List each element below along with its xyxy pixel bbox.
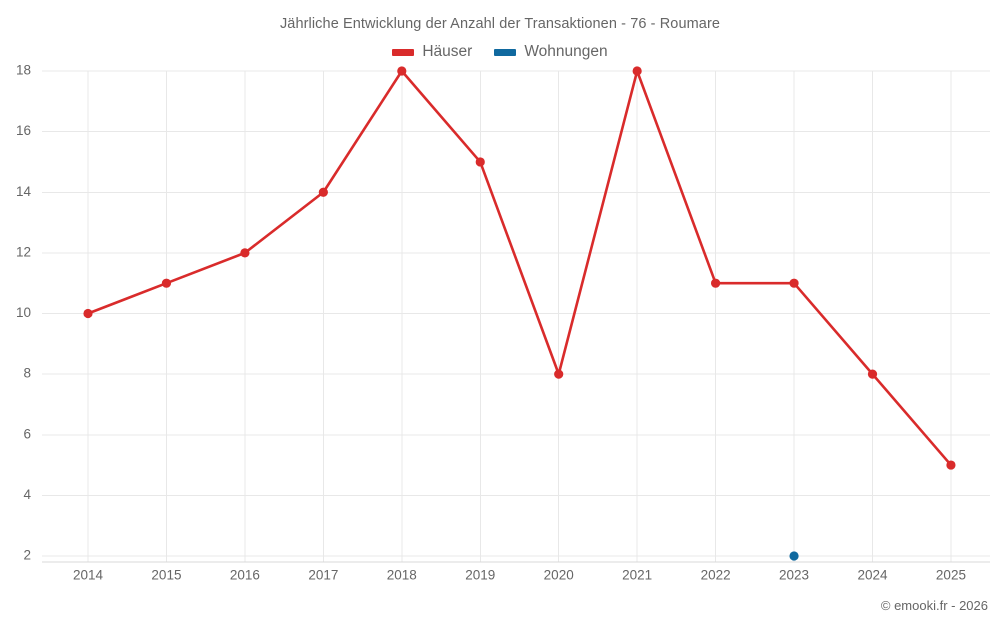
data-point (397, 66, 407, 76)
series-häuser (83, 66, 956, 470)
y-axis-tick-label: 18 (16, 63, 31, 78)
y-axis-tick-label: 12 (16, 244, 31, 259)
data-point (789, 551, 799, 561)
y-axis-tick-label: 2 (23, 548, 31, 563)
legend-label: Wohnungen (524, 43, 608, 60)
legend-swatch-icon (392, 48, 415, 56)
x-axis-tick-label: 2024 (857, 568, 888, 583)
y-axis-tick-label: 4 (23, 487, 31, 502)
x-axis-tick-label: 2015 (151, 568, 181, 583)
y-axis-tick-label: 10 (16, 305, 31, 320)
x-axis-tick-label: 2022 (701, 568, 731, 583)
y-axis-tick-label: 14 (16, 184, 32, 199)
data-point (711, 278, 721, 288)
y-axis-tick-label: 16 (16, 123, 31, 138)
data-point (161, 278, 172, 288)
x-axis-tick-label: 2025 (936, 568, 966, 583)
footer-credit: © emooki.fr - 2026 (880, 598, 988, 613)
data-series-layer (83, 66, 956, 561)
data-point (867, 369, 878, 379)
y-axis-ticks: 2 4 6 8 10 12 14 16 18 (16, 63, 32, 563)
series-line (86, 69, 953, 467)
data-point (789, 278, 799, 288)
data-point (83, 308, 93, 319)
data-point (946, 460, 956, 470)
legend-swatch-icon (494, 48, 517, 56)
y-axis-tick-label: 6 (23, 426, 31, 441)
data-point (475, 157, 485, 167)
data-point (632, 66, 642, 76)
data-point (554, 369, 564, 379)
x-axis-ticks: 2014 2015 2016 2017 2018 2019 2020 2021 2022 2023… (73, 568, 966, 583)
x-axis-tick-label: 2016 (230, 568, 260, 583)
x-axis-tick-label: 2020 (544, 568, 574, 583)
chart-legend: Häuser Wohnungen (0, 43, 1000, 61)
x-axis-tick-label: 2023 (779, 568, 809, 583)
gridlines (42, 70, 990, 563)
y-axis-tick-label: 8 (23, 366, 31, 381)
legend-label: Häuser (422, 43, 473, 60)
x-axis-tick-label: 2021 (622, 568, 652, 583)
data-point (318, 187, 328, 197)
x-axis-tick-label: 2018 (387, 568, 417, 583)
chart-title: Jährliche Entwicklung der Anzahl der Tra… (279, 16, 721, 32)
x-axis-tick-label: 2019 (465, 568, 495, 583)
x-axis-tick-label: 2014 (73, 568, 104, 583)
series-wohnungen (789, 551, 799, 561)
legend-item-hauser[interactable]: Häuser (392, 43, 472, 61)
data-point (240, 248, 250, 258)
x-axis-tick-label: 2017 (308, 568, 338, 583)
legend-item-wohnungen[interactable]: Wohnungen (494, 43, 608, 61)
